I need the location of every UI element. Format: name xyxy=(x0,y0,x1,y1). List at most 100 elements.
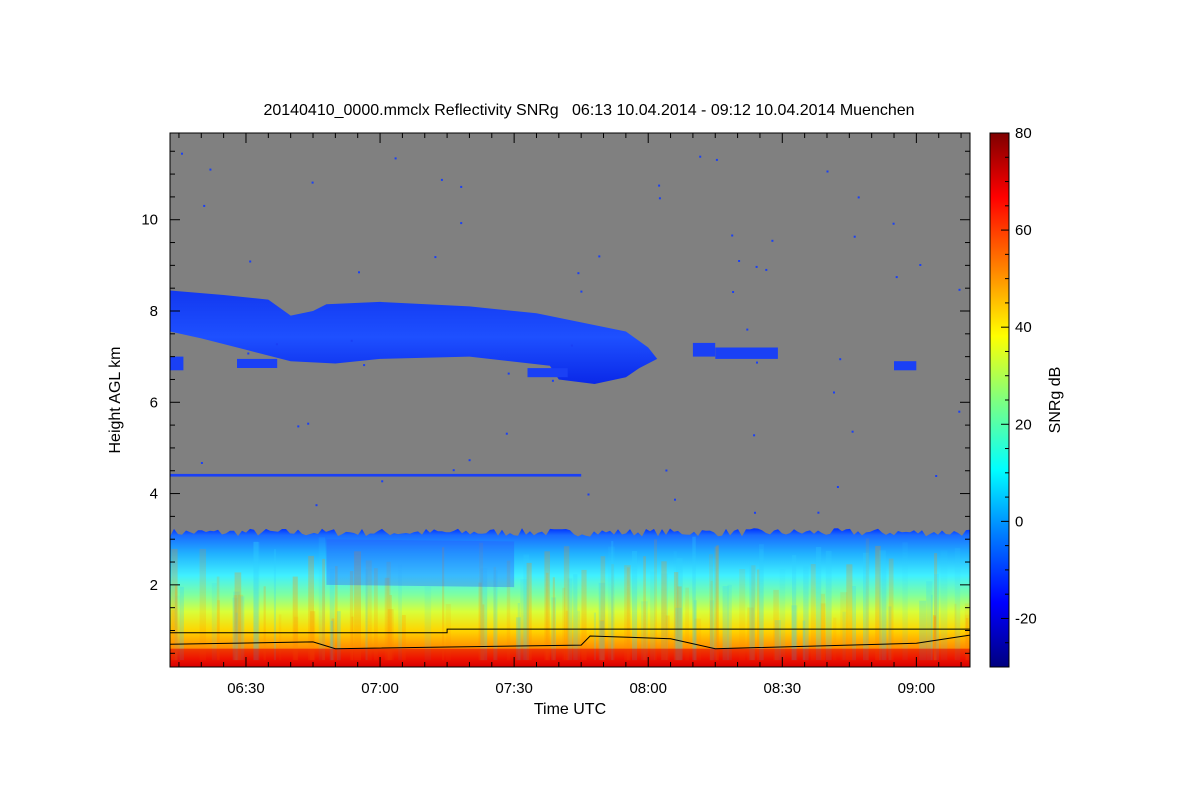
convective-streak xyxy=(493,570,498,661)
noise-speckle xyxy=(771,239,774,242)
convective-streak xyxy=(389,595,392,661)
convective-streak xyxy=(632,551,638,661)
convective-streak xyxy=(852,586,856,661)
convective-streak xyxy=(815,547,822,661)
convective-streak xyxy=(263,586,266,661)
convective-streak xyxy=(577,610,581,661)
noise-speckle xyxy=(892,222,895,225)
noise-speckle xyxy=(826,170,829,173)
noise-speckle xyxy=(507,372,510,375)
convective-streak xyxy=(611,564,614,661)
convective-streak xyxy=(310,611,316,661)
x-tick-label: 08:00 xyxy=(629,680,667,697)
noise-speckle xyxy=(935,475,938,477)
y-tick-label: 4 xyxy=(150,486,158,503)
noise-speckle xyxy=(756,361,758,364)
convective-streak xyxy=(674,572,679,661)
overlay-line xyxy=(170,634,970,650)
convective-streak xyxy=(751,565,756,661)
convective-streak xyxy=(710,558,717,661)
upper-cloud-layer xyxy=(170,290,658,384)
convective-streak xyxy=(865,538,870,661)
noise-speckle xyxy=(753,434,756,437)
noise-speckle xyxy=(746,328,749,331)
convective-streak xyxy=(626,567,630,661)
noise-speckle xyxy=(731,234,734,237)
convective-streak xyxy=(756,569,760,661)
convective-streak xyxy=(238,594,244,661)
overlay-line xyxy=(170,628,970,634)
cloud-fragment xyxy=(170,473,582,477)
convective-streak xyxy=(365,560,372,661)
convective-streak xyxy=(506,560,511,661)
noise-speckle xyxy=(381,480,384,483)
convective-streak xyxy=(308,555,314,661)
noise-speckle xyxy=(247,352,250,355)
convective-streak xyxy=(174,595,181,661)
convective-streak xyxy=(624,565,631,661)
noise-speckle xyxy=(203,204,206,207)
noise-speckle xyxy=(275,343,278,346)
surface-band xyxy=(170,648,970,667)
convective-streak xyxy=(573,574,578,661)
convective-streak xyxy=(563,546,570,661)
convective-streak xyxy=(199,548,206,661)
convective-streak xyxy=(759,549,764,661)
convective-streak xyxy=(581,569,587,661)
chart-title: 20140410_0000.mmclx Reflectivity SNRg 06… xyxy=(263,102,914,119)
convective-streak xyxy=(693,600,697,661)
noise-speckle xyxy=(732,291,735,293)
y-axis-title: Height AGL km xyxy=(107,346,124,453)
convective-streak xyxy=(600,556,606,661)
y-tick-label: 10 xyxy=(141,212,158,229)
noise-speckle xyxy=(895,276,898,279)
convective-streak xyxy=(544,551,550,661)
convective-streak xyxy=(749,562,755,661)
convective-streak xyxy=(330,620,333,661)
x-tick-label: 08:30 xyxy=(764,680,802,697)
convective-streak xyxy=(825,550,832,661)
colorbar-tick-label: 40 xyxy=(1015,319,1032,336)
cloud-fragment xyxy=(894,361,917,371)
cloud-fragment xyxy=(715,347,778,359)
x-tick-label: 06:30 xyxy=(227,680,265,697)
noise-speckle xyxy=(394,157,397,160)
noise-speckle xyxy=(468,459,471,462)
convective-streak xyxy=(442,547,445,661)
convective-streak xyxy=(675,607,682,661)
convective-streak xyxy=(654,539,657,661)
noise-speckle xyxy=(738,260,741,262)
noise-speckle xyxy=(209,168,212,171)
cloud-fragment xyxy=(170,356,184,371)
convective-streak xyxy=(840,592,848,661)
convective-streak xyxy=(902,542,908,661)
convective-streak xyxy=(727,584,732,661)
convective-streak xyxy=(387,609,394,661)
noise-speckle xyxy=(765,268,768,271)
convective-streak xyxy=(722,586,729,661)
plot-frame xyxy=(169,132,971,668)
y-tick-label: 6 xyxy=(150,394,158,411)
convective-streak xyxy=(774,620,781,661)
convective-streak xyxy=(846,564,853,661)
noise-speckle xyxy=(755,265,758,268)
convective-streak xyxy=(337,611,341,661)
convective-streak xyxy=(398,559,402,661)
convective-streak xyxy=(709,600,715,661)
noise-speckle xyxy=(836,486,839,488)
convective-streak xyxy=(661,573,668,661)
convective-streak xyxy=(517,603,520,661)
convective-streak xyxy=(934,553,938,661)
convective-streak xyxy=(792,555,797,661)
cloud-fragment xyxy=(527,368,568,378)
noise-speckle xyxy=(658,197,661,200)
x-axis-title: Time UTC xyxy=(534,701,606,718)
convective-streak xyxy=(232,597,238,661)
convective-streak xyxy=(402,615,406,661)
convective-streak xyxy=(710,581,713,661)
convective-streak xyxy=(791,605,798,661)
x-tick-label: 09:00 xyxy=(898,680,936,697)
convective-streak xyxy=(716,545,719,661)
convective-streak xyxy=(322,558,325,661)
noise-speckle xyxy=(958,410,961,413)
